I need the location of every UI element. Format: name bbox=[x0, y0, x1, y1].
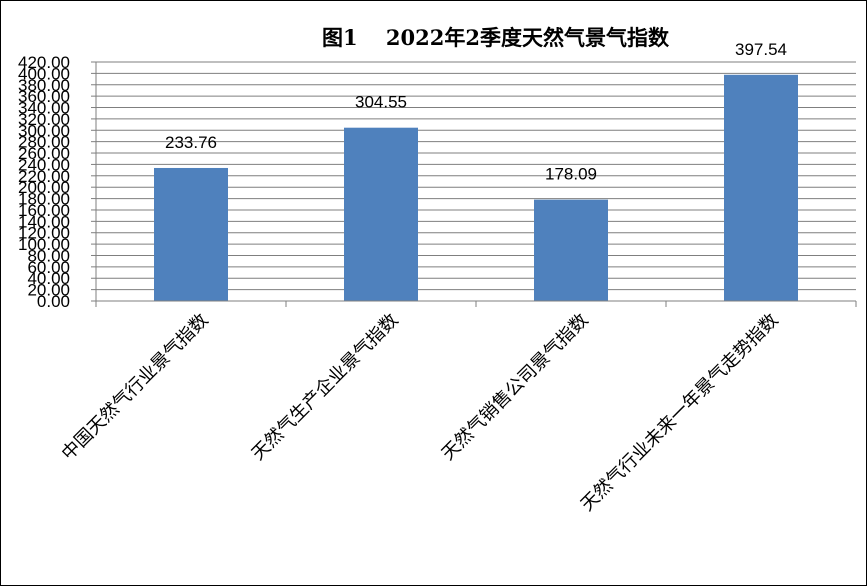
y-tick-label: 0.00 bbox=[37, 292, 70, 311]
y-tick-label: 180.00 bbox=[18, 190, 70, 209]
y-tick-label: 60.00 bbox=[27, 258, 70, 277]
y-tick-label: 200.00 bbox=[18, 178, 70, 197]
y-tick-label: 120.00 bbox=[18, 224, 70, 243]
data-label: 178.09 bbox=[545, 165, 597, 184]
category-label: 天然气生产企业景气指数 bbox=[248, 310, 403, 465]
y-tick-label: 420.00 bbox=[18, 53, 70, 72]
data-label: 397.54 bbox=[735, 40, 787, 59]
y-tick-label: 140.00 bbox=[18, 212, 70, 231]
axes bbox=[91, 61, 857, 307]
category-label: 中国天然气行业景气指数 bbox=[58, 310, 213, 465]
y-tick-labels: 0.0020.0040.0060.0080.00100.00120.00140.… bbox=[18, 53, 70, 311]
y-tick-label: 320.00 bbox=[18, 110, 70, 129]
bar bbox=[534, 199, 608, 301]
y-tick-label: 220.00 bbox=[18, 167, 70, 186]
bar bbox=[154, 167, 228, 301]
y-tick-label: 20.00 bbox=[27, 281, 70, 300]
y-tick-label: 260.00 bbox=[18, 144, 70, 163]
y-tick-label: 400.00 bbox=[18, 64, 70, 83]
category-labels: 中国天然气行业景气指数 天然气生产企业景气指数 天然气销售公司景气指数天然气行业未来… bbox=[58, 310, 783, 516]
y-tick-label: 80.00 bbox=[27, 246, 70, 265]
y-tick-label: 340.00 bbox=[18, 99, 70, 118]
y-tick-label: 40.00 bbox=[27, 269, 70, 288]
y-tick-label: 100.00 bbox=[18, 235, 70, 254]
chart-title: 图1 2022年2季度天然气景气指数 bbox=[322, 25, 669, 50]
data-label: 304.55 bbox=[355, 93, 407, 112]
bar bbox=[344, 127, 418, 301]
y-tick-label: 360.00 bbox=[18, 87, 70, 106]
data-labels: 233.76 304.55 178.09 397.54 bbox=[165, 40, 787, 184]
bar bbox=[724, 74, 798, 301]
y-tick-label: 160.00 bbox=[18, 201, 70, 220]
category-label: 天然气销售公司景气指数 bbox=[438, 310, 593, 465]
y-tick-label: 240.00 bbox=[18, 155, 70, 174]
y-tick-label: 280.00 bbox=[18, 133, 70, 152]
category-label: 天然气行业未来一年景气走势指数 bbox=[577, 310, 783, 516]
y-tick-label: 380.00 bbox=[18, 76, 70, 95]
data-label: 233.76 bbox=[165, 133, 217, 152]
y-tick-label: 300.00 bbox=[18, 121, 70, 140]
bars bbox=[154, 74, 798, 301]
